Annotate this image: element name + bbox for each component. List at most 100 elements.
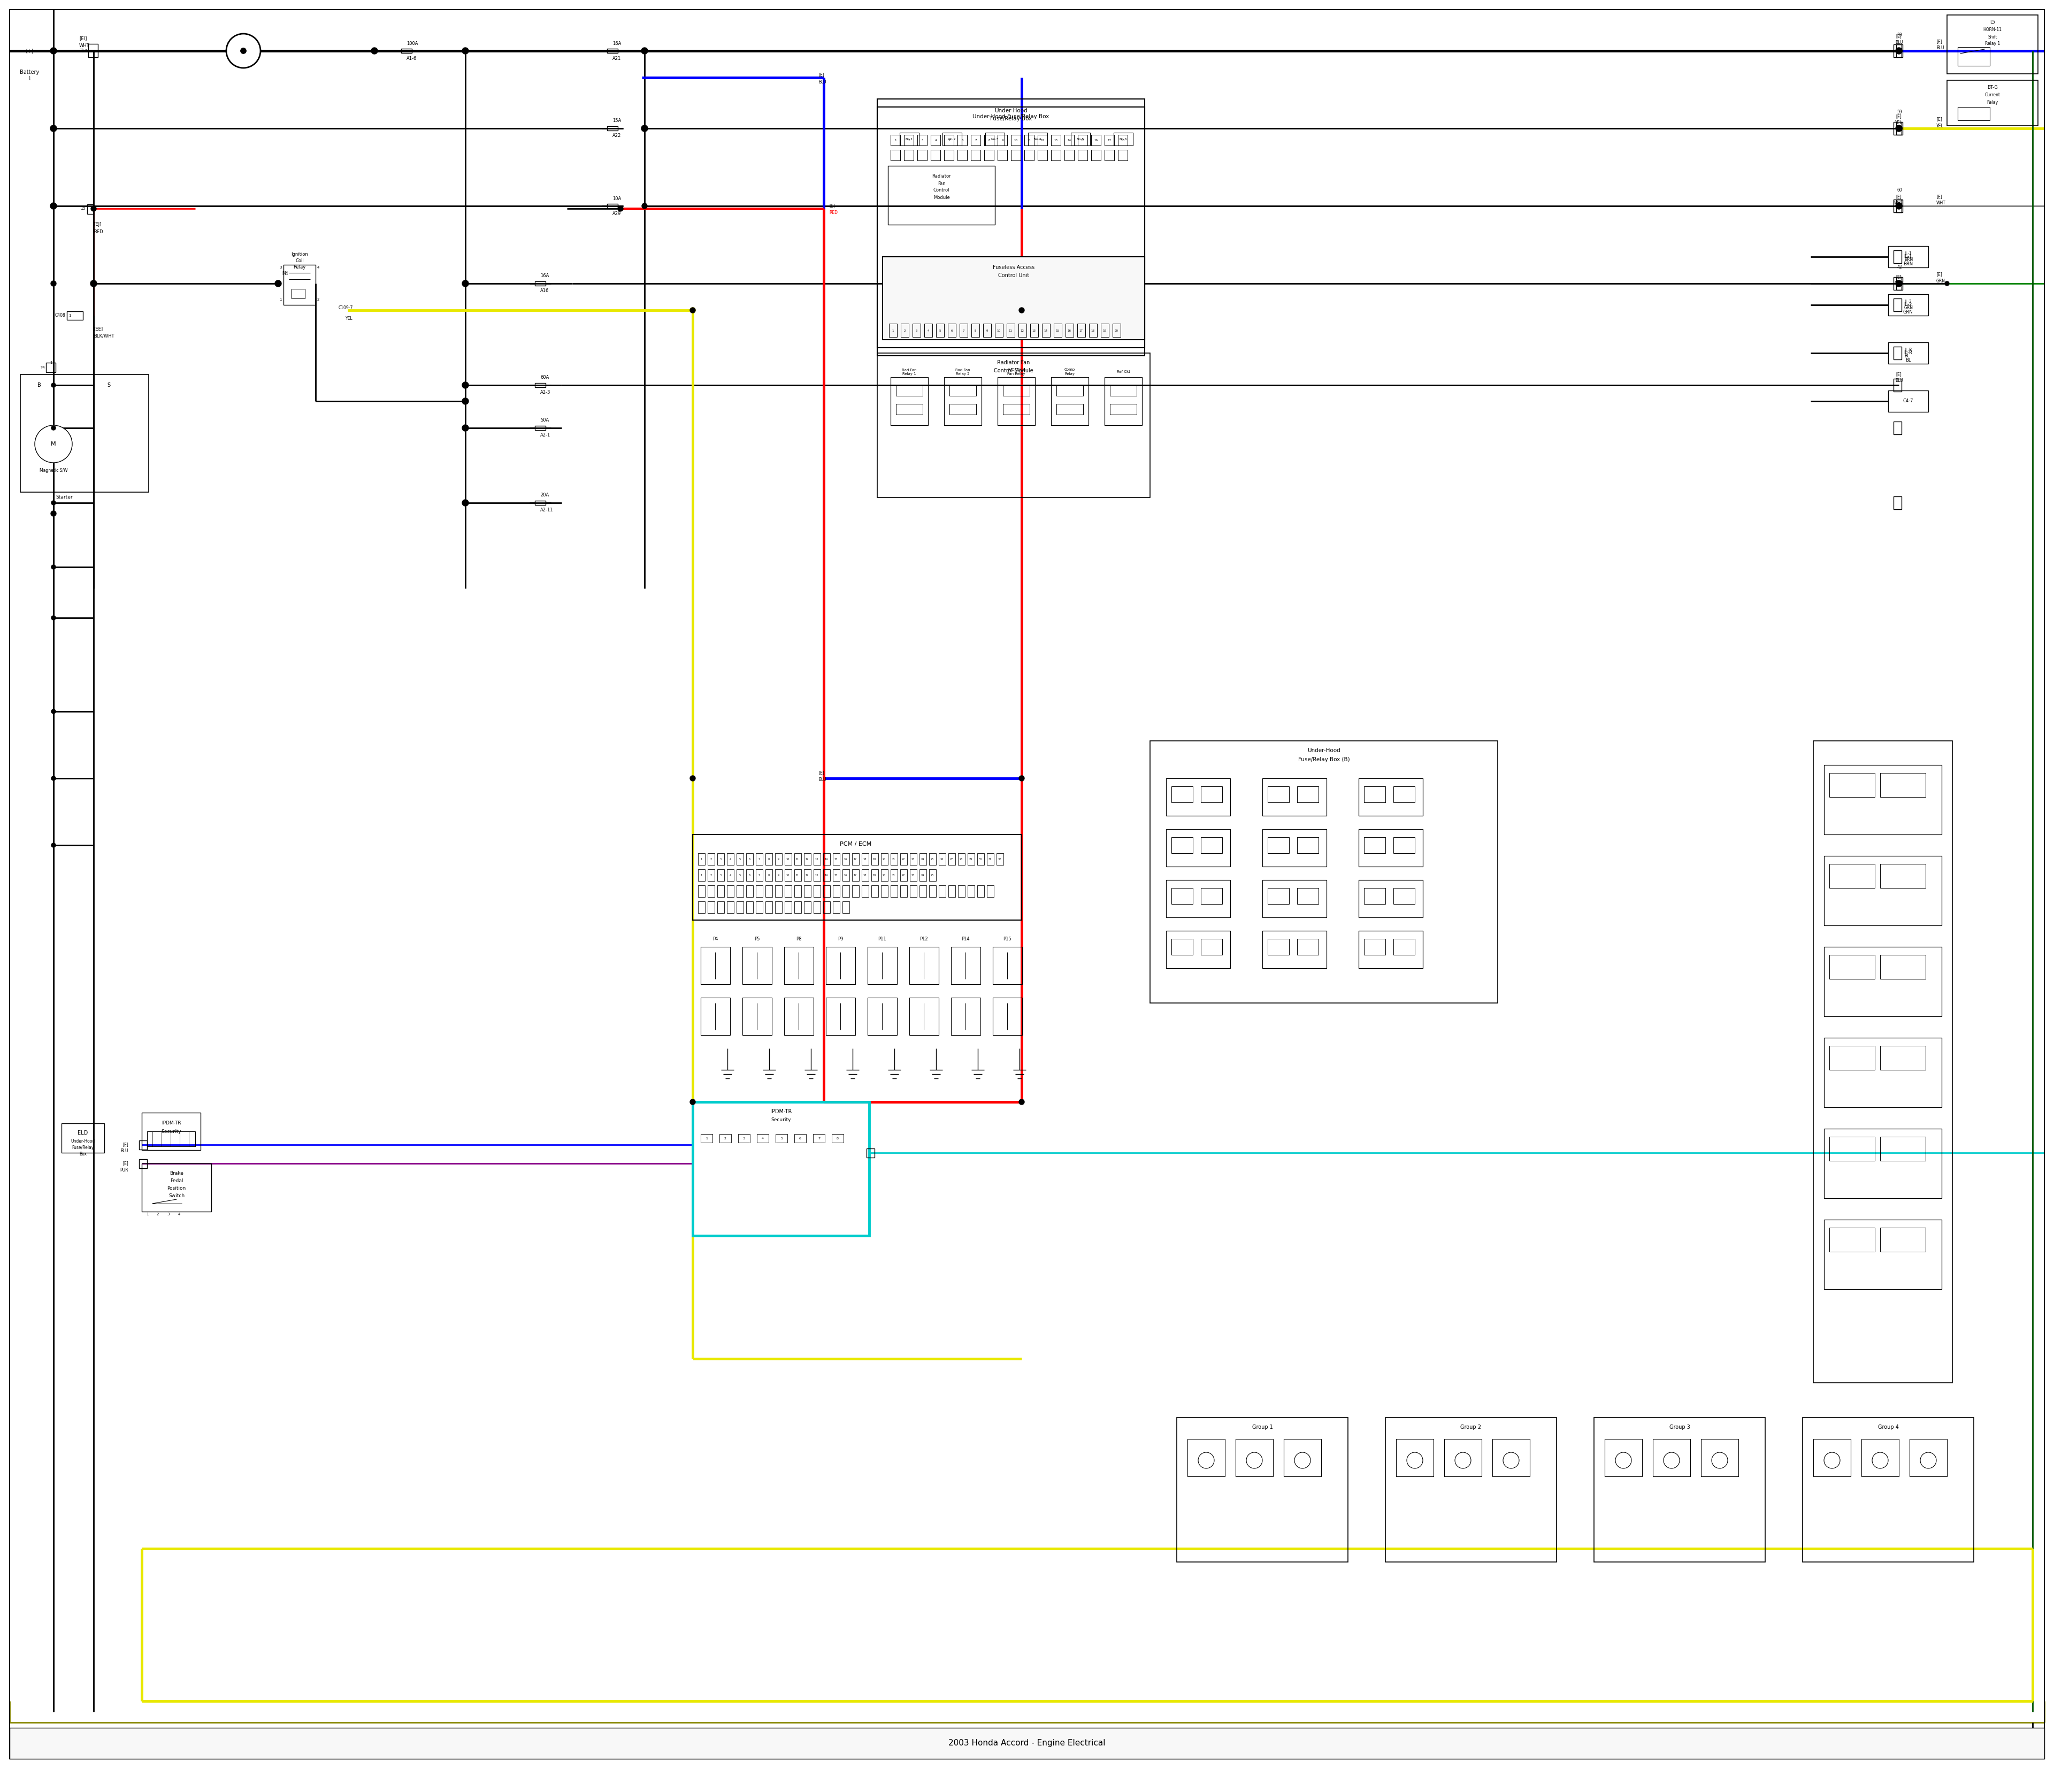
Bar (1117, 151, 1128, 161)
Text: Radiator Fan: Radiator Fan (996, 360, 1029, 366)
Text: 1: 1 (84, 48, 86, 52)
Bar (795, 901, 801, 914)
Text: Relay 1: Relay 1 (1984, 41, 2001, 47)
Circle shape (462, 398, 468, 405)
Text: Ignition: Ignition (292, 251, 308, 256)
Bar (1029, 133, 1048, 145)
Text: WHT: WHT (80, 43, 90, 48)
Circle shape (49, 202, 58, 210)
Text: BL: BL (1906, 358, 1910, 362)
Bar (1824, 946, 1941, 1016)
Bar (21, 375, 148, 493)
Bar (1066, 324, 1074, 337)
Text: 6: 6 (799, 1136, 801, 1140)
Text: Radiator: Radiator (933, 174, 951, 179)
Circle shape (51, 564, 55, 570)
Bar (1267, 939, 1290, 955)
Text: 4: 4 (179, 1213, 181, 1217)
Bar (824, 869, 830, 882)
Bar (1830, 1228, 1875, 1253)
Text: T4: T4 (41, 366, 45, 369)
Text: 32: 32 (998, 858, 1002, 860)
Bar (1894, 45, 1902, 57)
Circle shape (51, 776, 55, 781)
Text: A21: A21 (612, 56, 620, 61)
Text: 15: 15 (1080, 138, 1085, 142)
Bar (984, 151, 994, 161)
Bar (1393, 889, 1415, 903)
Bar (920, 869, 926, 882)
Bar (928, 869, 937, 882)
Text: [E]: [E] (1937, 195, 1943, 199)
Bar (1078, 134, 1087, 145)
Text: 13: 13 (1054, 138, 1058, 142)
Circle shape (372, 48, 378, 54)
Text: YEL: YEL (1937, 124, 1943, 127)
Circle shape (51, 125, 55, 131)
Text: [E]: [E] (817, 771, 824, 776)
Bar (1814, 1439, 1851, 1477)
Text: BLU: BLU (1896, 378, 1902, 383)
Bar (945, 151, 953, 161)
Text: B: B (37, 382, 41, 387)
Text: 16: 16 (844, 858, 848, 860)
Bar (1957, 108, 1990, 120)
Circle shape (690, 1098, 696, 1104)
Circle shape (462, 281, 468, 287)
Text: Security: Security (160, 1129, 181, 1134)
Text: 2003 Honda Accord - Engine Electrical: 2003 Honda Accord - Engine Electrical (949, 1740, 1105, 1747)
Text: [E]: [E] (123, 1142, 127, 1147)
Text: 17: 17 (1107, 138, 1111, 142)
Bar (795, 1134, 805, 1143)
Bar (717, 901, 725, 914)
Text: Switch: Switch (168, 1193, 185, 1199)
Bar (871, 853, 879, 866)
Text: WHT: WHT (1937, 201, 1945, 206)
Text: 20A: 20A (540, 493, 548, 498)
Bar (910, 946, 939, 984)
Bar (930, 151, 941, 161)
Text: Under-Hood: Under-Hood (70, 1138, 94, 1143)
Text: Module: Module (933, 195, 949, 199)
Text: 1: 1 (146, 1213, 148, 1217)
Bar (813, 1134, 826, 1143)
Bar (881, 853, 887, 866)
Bar (930, 134, 941, 145)
Text: 100A: 100A (407, 41, 419, 47)
Text: 18: 18 (863, 858, 867, 860)
Bar (142, 1113, 201, 1150)
Bar (998, 376, 1035, 425)
Text: 20: 20 (883, 858, 885, 860)
Bar (1824, 857, 1941, 925)
Text: 19: 19 (873, 858, 877, 860)
Circle shape (618, 206, 622, 211)
Bar (1824, 1038, 1941, 1107)
Bar (1701, 1439, 1738, 1477)
Bar (1171, 889, 1193, 903)
Bar (766, 901, 772, 914)
Bar (709, 885, 715, 898)
Text: 1: 1 (29, 77, 31, 82)
Text: IL-1
BRN: IL-1 BRN (1904, 251, 1912, 262)
Bar (852, 885, 859, 898)
Bar (774, 901, 783, 914)
Bar (1105, 151, 1113, 161)
Text: 1: 1 (68, 314, 70, 317)
Bar (534, 281, 546, 285)
Text: BRN: BRN (1904, 262, 1912, 267)
Bar (1947, 14, 2038, 73)
Bar (727, 885, 733, 898)
Text: RED: RED (94, 229, 103, 235)
Bar (813, 901, 820, 914)
Bar (824, 901, 830, 914)
Text: Rad Fan
Relay 2: Rad Fan Relay 2 (955, 369, 969, 375)
Bar (1167, 880, 1230, 918)
Text: BLU: BLU (817, 778, 826, 783)
Bar (945, 376, 982, 425)
Text: Fuseless Access: Fuseless Access (992, 265, 1035, 271)
Bar (918, 134, 926, 145)
Bar (1364, 837, 1384, 853)
Bar (785, 885, 791, 898)
Text: S: S (107, 382, 111, 387)
Bar (1393, 787, 1415, 803)
